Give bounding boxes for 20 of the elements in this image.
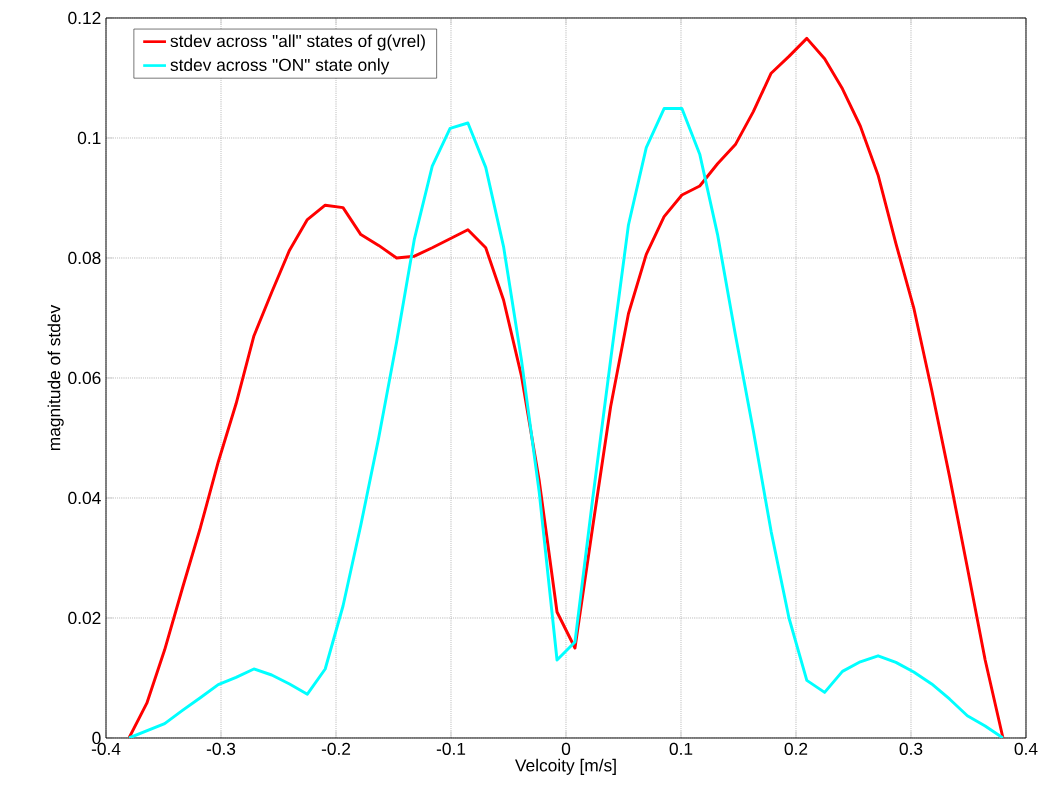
y-tick-label: 0 — [92, 731, 101, 745]
x-tick-label: 0 — [561, 742, 571, 755]
y-tick-label: 0.12 — [68, 11, 101, 25]
x-axis-title: Velcoity [m/s] — [515, 758, 616, 775]
x-tick-label: -0.4 — [91, 742, 121, 755]
y-tick-label: 0.02 — [68, 611, 101, 625]
x-tick-label: 0.2 — [784, 742, 808, 755]
y-tick-label: 0.08 — [68, 251, 101, 265]
x-tick-label: -0.2 — [321, 742, 351, 755]
y-tick-label: 0.04 — [68, 491, 101, 505]
y-tick-label: 0.06 — [68, 371, 101, 385]
y-tick-label: 0.1 — [77, 131, 101, 145]
legend-label: stdev across "all" states of g(vrel) — [170, 34, 425, 51]
legend-label: stdev across "ON" state only — [170, 58, 390, 75]
y-axis-title: magnitude of stdev — [47, 304, 64, 451]
x-tick-label: -0.3 — [206, 742, 236, 755]
x-tick-label: -0.1 — [436, 742, 466, 755]
x-tick-label: 0.3 — [899, 742, 923, 755]
x-tick-label: 0.4 — [1014, 742, 1038, 755]
x-tick-label: 0.1 — [669, 742, 693, 755]
